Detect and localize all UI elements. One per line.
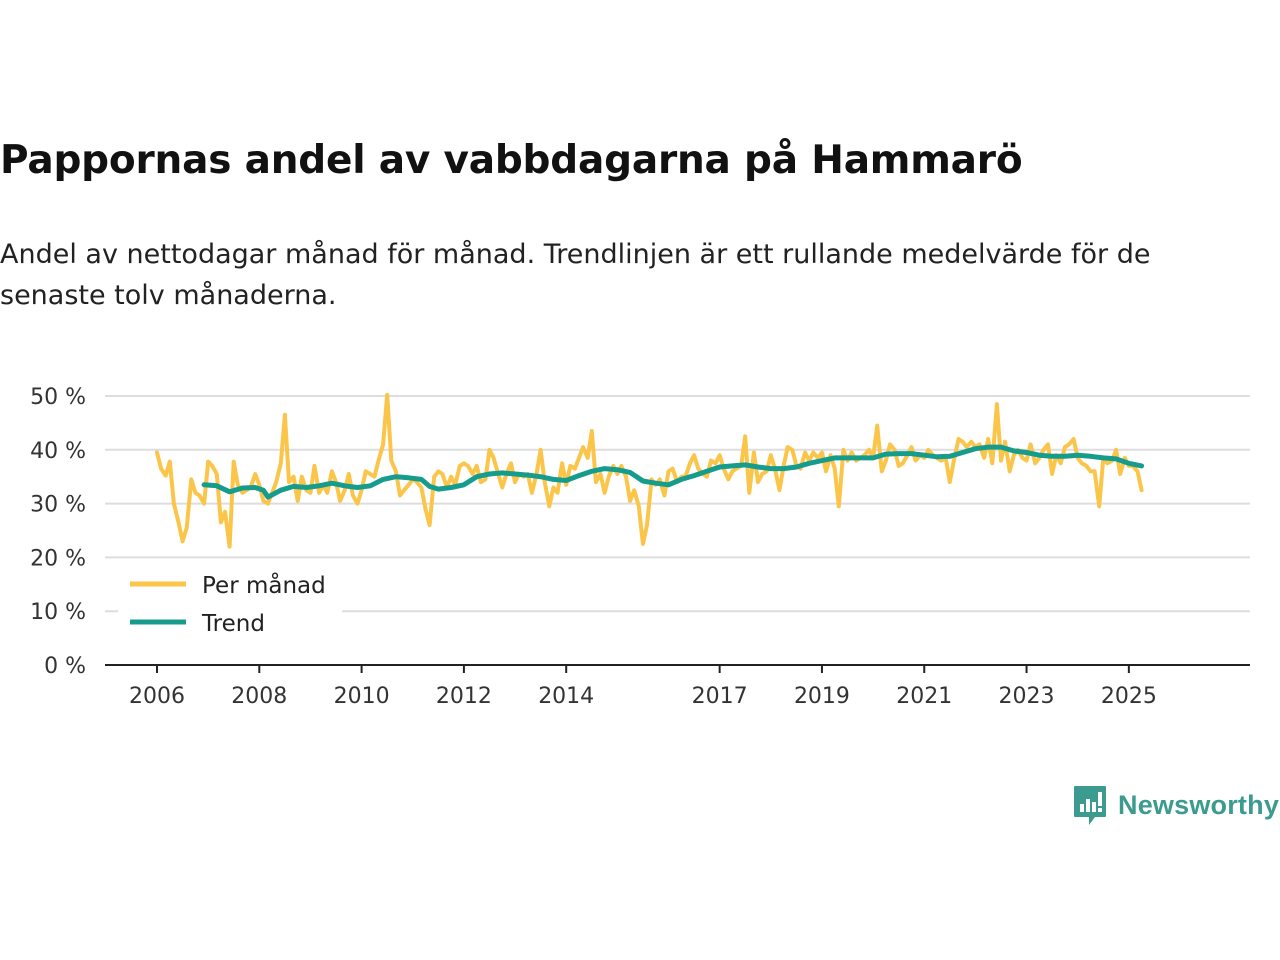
x-axis: 2006 2008 2010 2012 2014 2017 2019 2021 2023 2025 <box>129 665 1157 709</box>
x-tick-label: 2017 <box>692 684 748 709</box>
y-axis: 0 % 10 % 20 % 30 % 40 % 50 % <box>30 385 86 679</box>
y-tick-label: 40 % <box>30 439 86 464</box>
legend: Per månad Trend <box>118 568 342 646</box>
y-tick-label: 0 % <box>44 654 86 679</box>
y-tick-label: 20 % <box>30 546 86 571</box>
x-tick-label: 2006 <box>129 684 185 709</box>
x-tick-label: 2010 <box>334 684 390 709</box>
newsworthy-brand: Newsworthy <box>1072 784 1279 826</box>
y-tick-label: 30 % <box>30 493 86 518</box>
x-tick-label: 2025 <box>1101 684 1157 709</box>
x-tick-label: 2019 <box>794 684 850 709</box>
legend-label-trend: Trend <box>201 611 265 637</box>
y-tick-label: 10 % <box>30 600 86 625</box>
brand-name: Newsworthy <box>1118 789 1280 820</box>
chart-title: Pappornas andel av vabbdagarna på Hammar… <box>0 138 1023 183</box>
x-tick-label: 2008 <box>231 684 287 709</box>
x-tick-label: 2014 <box>538 684 594 709</box>
y-tick-label: 50 % <box>30 385 86 410</box>
x-tick-label: 2012 <box>436 684 492 709</box>
legend-background <box>118 568 342 646</box>
legend-label-monthly: Per månad <box>202 571 326 599</box>
line-chart: 0 % 10 % 20 % 30 % 40 % 50 % 2006 2008 2010 2012… <box>30 385 1250 709</box>
x-tick-label: 2021 <box>896 684 952 709</box>
grid-layer <box>105 395 1250 613</box>
x-tick-label: 2023 <box>999 684 1055 709</box>
series-line-trend <box>201 444 1145 500</box>
newsworthy-logo-icon <box>1074 786 1106 825</box>
chart-subtitle: Andel av nettodagar månad för månad. Tre… <box>0 239 1151 311</box>
series-layer <box>155 392 1145 549</box>
series-line-monthly <box>155 392 1144 549</box>
